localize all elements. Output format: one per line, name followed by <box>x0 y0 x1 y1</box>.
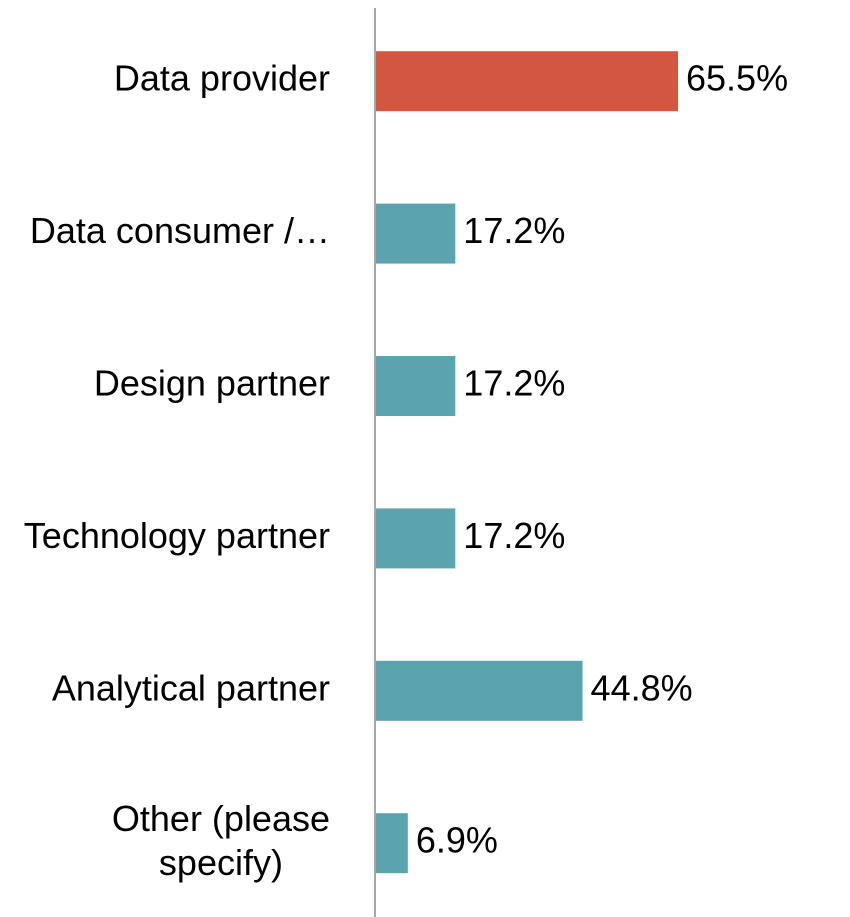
value-label: 6.9% <box>416 820 498 861</box>
category-label: Data consumer /… <box>30 210 330 251</box>
category-label: Data provider <box>114 58 330 99</box>
category-label: Other (please specify) <box>112 798 330 883</box>
value-label: 17.2% <box>463 210 565 251</box>
category-label: Analytical partner <box>52 667 330 708</box>
bar <box>376 51 678 112</box>
category-label: Technology partner <box>24 515 330 556</box>
bar <box>376 508 456 569</box>
bar <box>376 356 456 416</box>
bar <box>376 660 583 721</box>
value-label: 17.2% <box>463 363 565 404</box>
value-label: 65.5% <box>686 58 788 99</box>
value-label: 44.8% <box>591 667 693 708</box>
category-label: Design partner <box>94 363 330 404</box>
bar <box>376 813 408 874</box>
bar <box>376 203 456 264</box>
value-label: 17.2% <box>463 515 565 556</box>
